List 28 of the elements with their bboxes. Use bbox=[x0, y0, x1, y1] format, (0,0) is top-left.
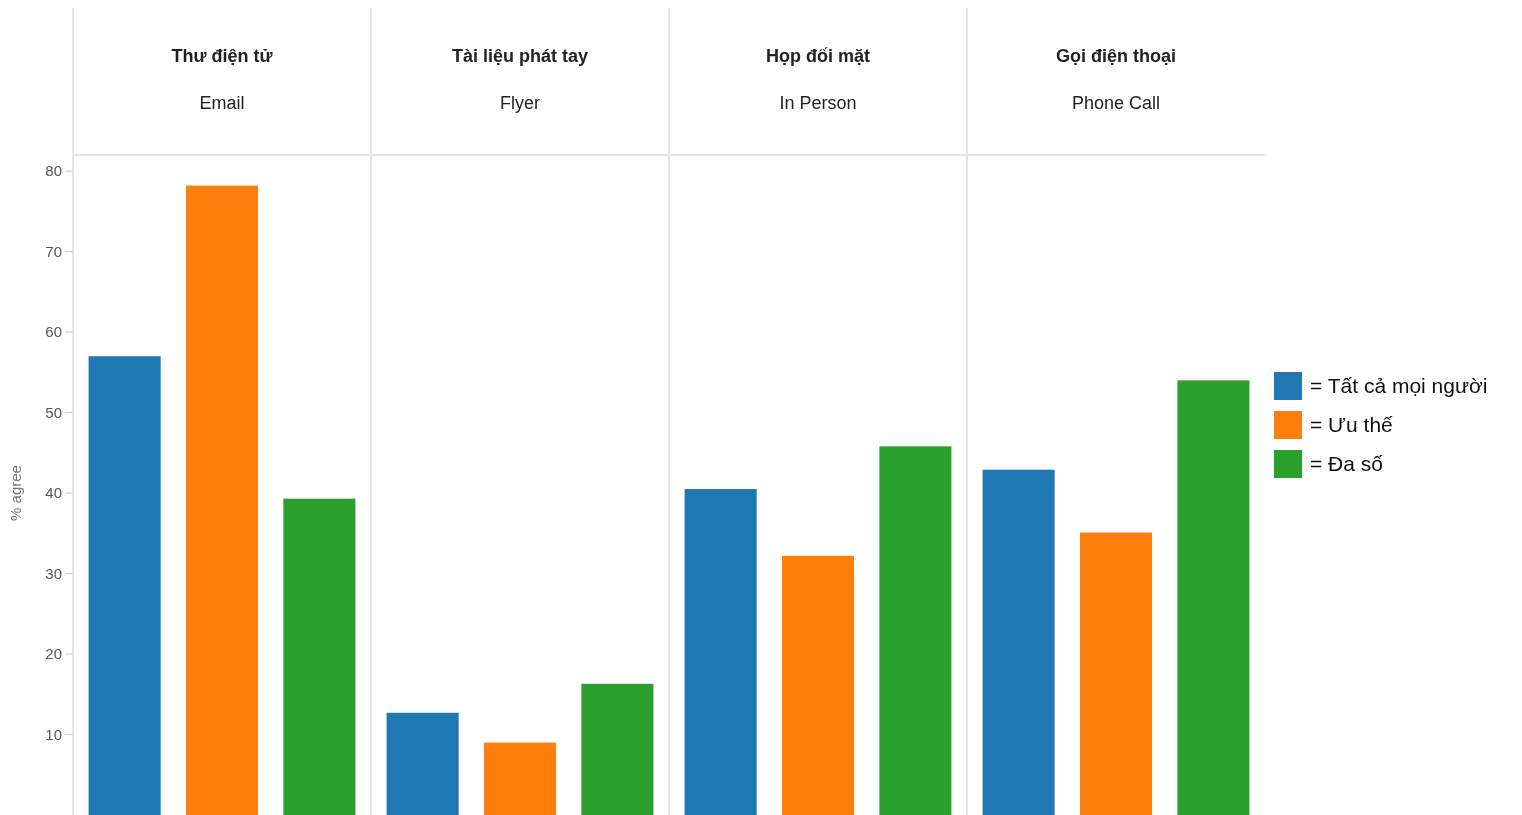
y-tick-label: 40 bbox=[45, 484, 62, 502]
bar bbox=[879, 446, 952, 815]
bar bbox=[781, 555, 855, 815]
y-tick-label: 30 bbox=[45, 564, 62, 582]
y-tick-label: 10 bbox=[45, 725, 62, 743]
y-tick-label: 80 bbox=[45, 162, 62, 180]
bar bbox=[1177, 380, 1250, 815]
category-label: Tài liệu phát tay Flyer bbox=[451, 46, 589, 113]
bar bbox=[1079, 532, 1153, 815]
y-tick-label: 50 bbox=[45, 403, 62, 421]
bar bbox=[185, 185, 259, 815]
legend-label: = Đa số bbox=[1310, 452, 1384, 476]
y-axis-title: % agree bbox=[7, 465, 24, 521]
category-label: Gọi điện thoại Phone Call bbox=[1056, 46, 1176, 113]
category-label: Họp đối mặt In Person bbox=[766, 46, 870, 113]
category-label: Thư điện tử Email bbox=[171, 46, 273, 113]
bar bbox=[386, 712, 459, 815]
y-tick-label: 70 bbox=[45, 242, 62, 260]
bar bbox=[483, 742, 557, 815]
bar bbox=[581, 683, 654, 815]
y-tick-label: 60 bbox=[45, 323, 62, 341]
bar bbox=[982, 469, 1055, 815]
y-tick-label: 20 bbox=[45, 645, 62, 663]
bar bbox=[88, 356, 161, 815]
legend-label: = Tất cả mọi người bbox=[1310, 374, 1488, 398]
bar bbox=[684, 489, 757, 815]
bar bbox=[283, 498, 356, 815]
legend-label: = Ưu thế bbox=[1310, 413, 1394, 437]
